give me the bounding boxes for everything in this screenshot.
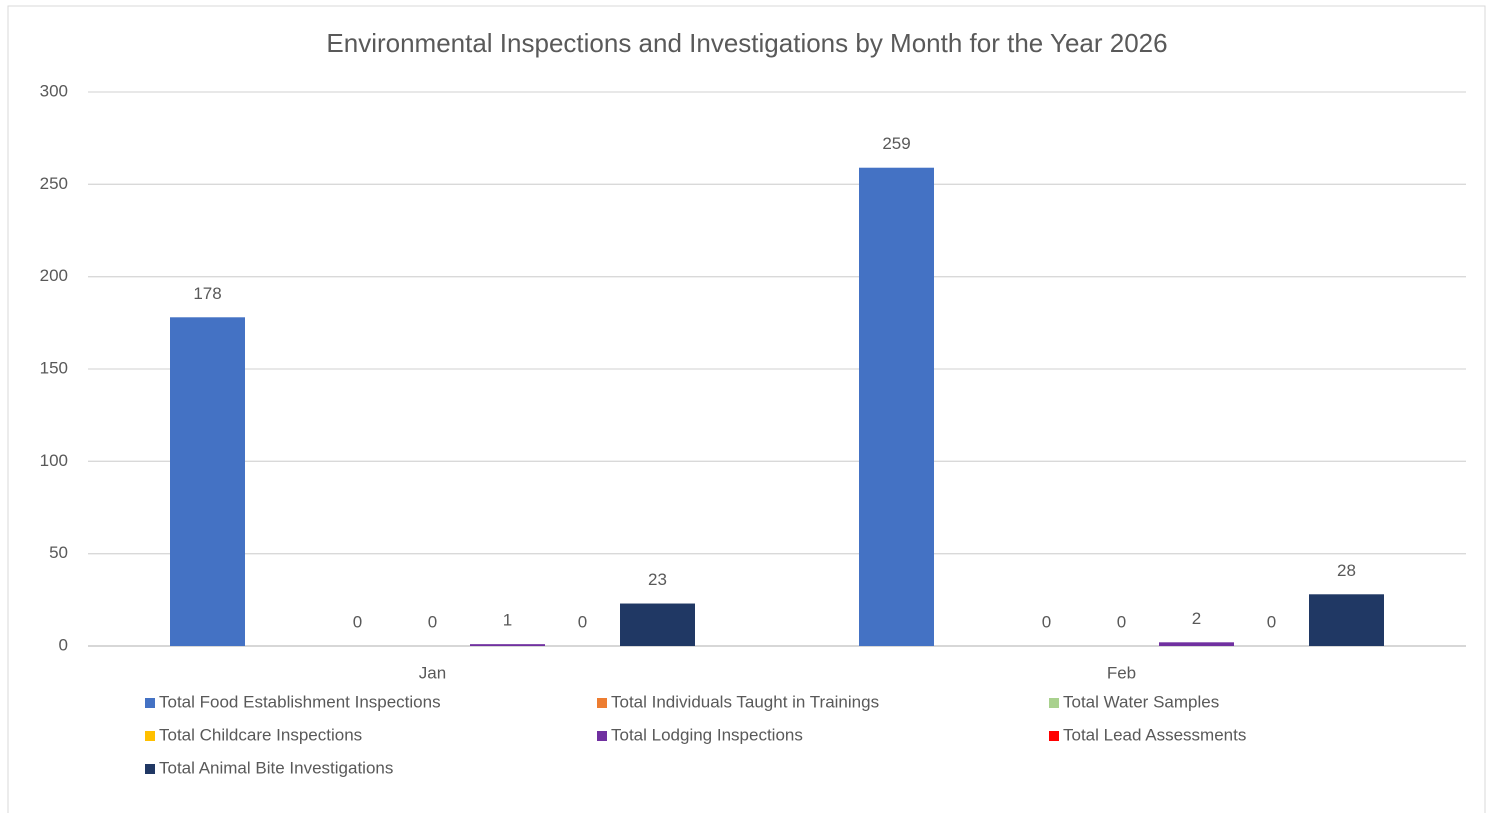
legend-label: Total Lodging Inspections <box>611 725 803 744</box>
x-tick-label: Feb <box>1107 663 1136 682</box>
y-tick-label: 150 <box>40 358 68 377</box>
legend-swatch <box>1049 698 1059 708</box>
data-label: 0 <box>578 612 587 631</box>
legend-label: Total Individuals Taught in Trainings <box>611 692 879 711</box>
data-label: 0 <box>1267 612 1276 631</box>
x-tick-label: Jan <box>419 663 446 682</box>
legend-swatch <box>597 698 607 708</box>
bar <box>859 168 934 646</box>
y-tick-label: 200 <box>40 266 68 285</box>
legend-label: Total Lead Assessments <box>1063 725 1246 744</box>
legend-swatch <box>145 731 155 741</box>
data-label: 23 <box>648 570 667 589</box>
data-label: 0 <box>1117 612 1126 631</box>
data-label: 0 <box>428 612 437 631</box>
data-label: 2 <box>1192 609 1201 628</box>
data-label: 28 <box>1337 561 1356 580</box>
legend-swatch <box>1049 731 1059 741</box>
y-tick-label: 250 <box>40 174 68 193</box>
y-tick-label: 50 <box>49 543 68 562</box>
legend-label: Total Food Establishment Inspections <box>159 692 441 711</box>
data-label: 259 <box>882 134 910 153</box>
legend-label: Total Childcare Inspections <box>159 725 362 744</box>
data-label: 178 <box>193 284 221 303</box>
y-tick-label: 100 <box>40 451 68 470</box>
legend-swatch <box>597 731 607 741</box>
data-label: 0 <box>353 612 362 631</box>
legend-label: Total Water Samples <box>1063 692 1219 711</box>
bar <box>1159 642 1234 646</box>
bar <box>470 644 545 646</box>
bar <box>620 604 695 646</box>
data-label: 0 <box>1042 612 1051 631</box>
legend-swatch <box>145 764 155 774</box>
bar <box>1309 594 1384 646</box>
legend-swatch <box>145 698 155 708</box>
legend-label: Total Animal Bite Investigations <box>159 758 393 777</box>
chart-title: Environmental Inspections and Investigat… <box>326 28 1167 58</box>
y-tick-label: 0 <box>59 635 68 654</box>
bar <box>170 317 245 646</box>
data-label: 1 <box>503 611 512 630</box>
y-tick-label: 300 <box>40 81 68 100</box>
